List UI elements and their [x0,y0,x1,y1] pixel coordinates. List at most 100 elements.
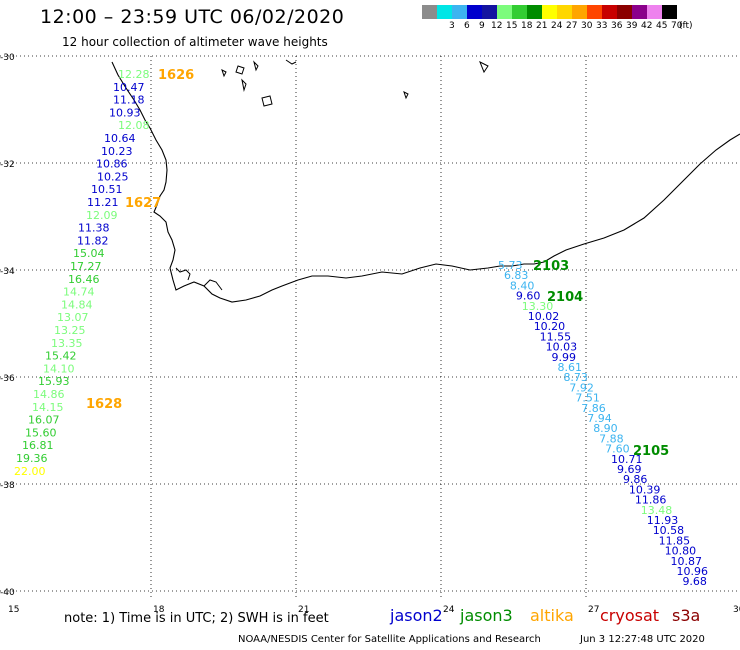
scale-label: 70 [671,21,683,31]
swh-value: 10.80 [665,545,697,558]
map-grid: 15 18 21 24 27 30 -30 -32 -34 -36 -38 -40 [0,53,740,615]
lat-tick-label: -36 [0,374,15,384]
scale-swatch [542,5,557,19]
swh-value: 10.71 [611,453,643,466]
timestamp: Jun 3 12:27:48 UTC 2020 [580,634,705,645]
pass-id-label: 1626 [158,68,194,83]
swh-value: 7.92 [569,381,594,394]
swh-value: 10.64 [104,132,136,145]
swh-value: 8.73 [563,371,588,384]
swh-value: 13.35 [51,337,83,350]
table-bay-inlet [175,267,191,281]
swh-value: 10.93 [109,106,141,119]
scale-swatch [617,5,632,19]
pass-labels: 1626 1627 1628 2103 2104 2105 [86,68,669,459]
swh-value: 15.04 [73,247,105,260]
swh-value: 17.27 [70,260,102,273]
scale-label: 15 [506,21,518,31]
swh-value: 10.47 [113,81,145,94]
satellite-legend-s3a: s3a [672,606,701,625]
swh-value: 22.00 [14,465,46,478]
scale-label: 36 [611,21,623,31]
swh-value: 13.07 [57,311,89,324]
swh-value: 9.68 [682,575,707,588]
swh-value: 15.93 [38,375,70,388]
swh-value: 10.58 [653,524,685,537]
scale-swatch [497,5,512,19]
swh-value: 16.46 [68,273,100,286]
pass-id-label: 2103 [533,259,569,274]
pass-id-label: 1628 [86,397,122,412]
note-text: note: 1) Time is in UTC; 2) SWH is in fe… [64,611,329,626]
swh-value: 16.07 [28,414,60,427]
swh-value: 10.20 [534,320,566,333]
swh-value: 12.09 [86,209,118,222]
swh-value: 13.25 [54,324,86,337]
swh-value: 5.73 [498,259,523,272]
satellite-legend-altika: altika [530,606,574,625]
scale-swatch [422,5,437,19]
false-bay-inlet [203,279,223,291]
scale-label: 30 [581,21,593,31]
scale-unit: (ft) [679,21,693,31]
swh-value: 14.86 [33,388,65,401]
scale-label: 21 [536,21,548,31]
color-scale-labels: 3 6 9 12 15 18 21 24 27 30 33 36 39 42 45 70 (ft) [422,19,732,33]
swh-value: 10.87 [671,555,703,568]
scale-label: 27 [566,21,578,31]
scale-label: 18 [521,21,533,31]
lon-tick-label: 24 [443,605,455,615]
islands [221,59,489,107]
swh-value: 16.81 [22,439,54,452]
swh-value: 9.69 [617,463,642,476]
lon-tick-label: 21 [298,605,309,615]
scale-swatch [467,5,482,19]
scale-swatch [647,5,662,19]
scale-swatch [557,5,572,19]
swh-value: 10.86 [96,158,128,171]
swh-value: 14.10 [43,362,75,375]
swh-value: 10.02 [528,310,560,323]
lat-tick-label: -32 [0,160,15,170]
scale-swatch [527,5,542,19]
swh-value: 11.55 [540,330,572,343]
scale-swatch [602,5,617,19]
swh-value: 11.86 [635,494,667,507]
map-subtitle: 12 hour collection of altimeter wave hei… [62,35,328,49]
scale-swatch [662,5,677,19]
swh-value: 14.84 [61,298,93,311]
scale-label: 42 [641,21,653,31]
scale-label: 9 [479,21,485,31]
lon-tick-label: 30 [733,605,740,615]
scale-label: 33 [596,21,608,31]
scale-swatch [632,5,647,19]
swh-value: 15.42 [45,350,77,363]
swh-value: 10.23 [101,145,133,158]
swh-value: 19.36 [16,452,48,465]
swh-value: 11.93 [647,514,679,527]
swh-value: 15.60 [25,426,57,439]
scale-label: 3 [449,21,455,31]
swh-value: 8.40 [510,279,535,292]
swh-value: 8.90 [593,422,618,435]
swh-value: 11.21 [87,196,119,209]
swh-value: 7.88 [599,432,624,445]
altimeter-track-east: 5.736.838.409.6013.3010.0210.2011.5510.0… [498,259,708,588]
swh-value: 14.15 [32,401,64,414]
scale-label: 39 [626,21,638,31]
lat-tick-label: -40 [0,588,15,598]
swh-value: 7.86 [581,402,606,415]
scale-swatch [572,5,587,19]
swh-value: 11.38 [78,222,110,235]
swh-value: 6.83 [504,269,529,282]
scale-label: 24 [551,21,563,31]
swh-value: 12.08 [118,119,150,132]
scale-swatch [587,5,602,19]
scale-swatch [482,5,497,19]
swh-value: 10.03 [546,341,578,354]
scale-swatch [437,5,452,19]
swh-value: 9.86 [623,473,648,486]
scale-label: 12 [491,21,503,31]
swh-value: 13.30 [522,300,554,313]
scale-swatch [512,5,527,19]
